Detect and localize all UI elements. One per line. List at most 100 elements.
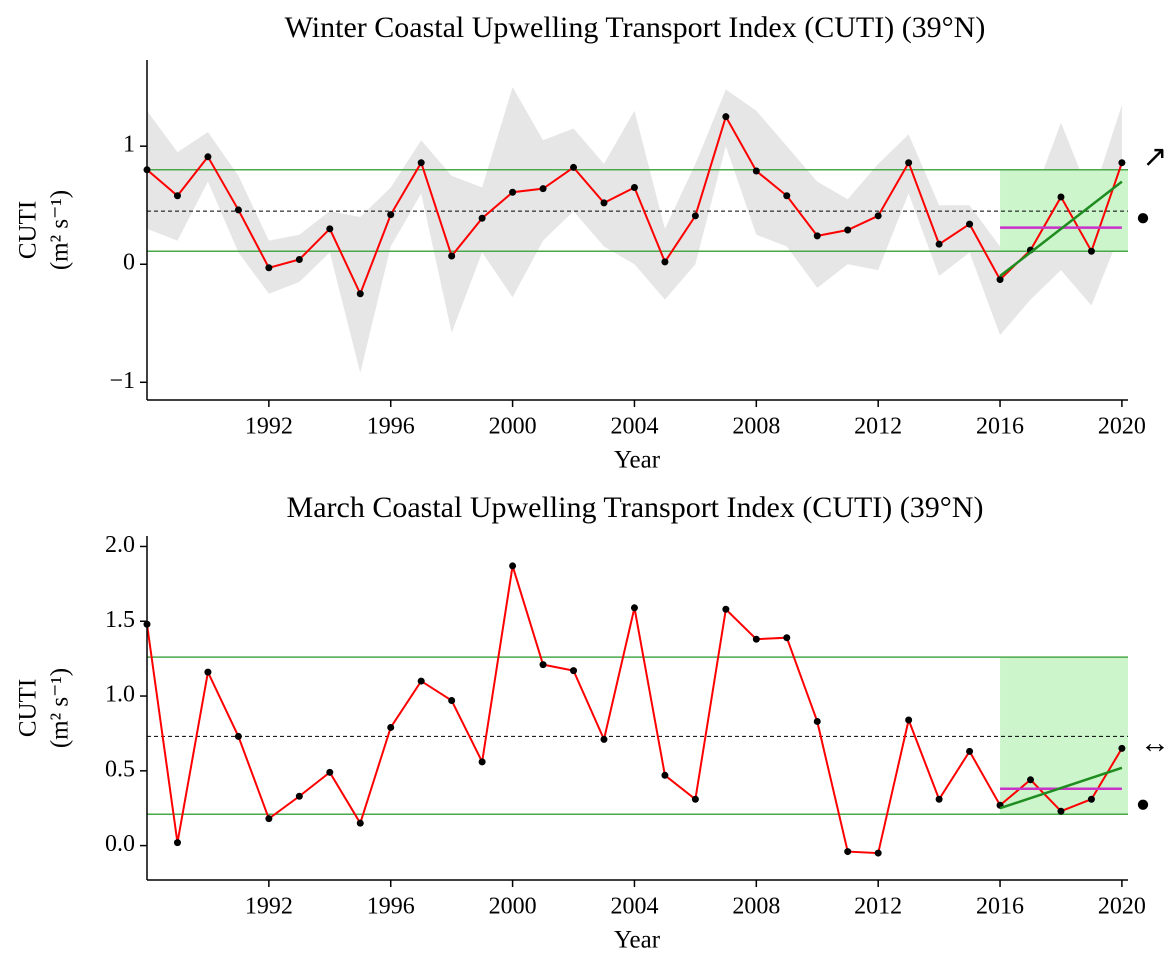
- trend-symbol: ↔: [1140, 727, 1170, 760]
- data-point: [600, 735, 608, 743]
- data-point: [326, 768, 334, 776]
- data-point: [265, 264, 273, 272]
- data-point: [661, 258, 669, 266]
- x-tick-label: 2000: [489, 894, 537, 920]
- y-tick-label: 1.5: [105, 607, 135, 633]
- trend-line: [999, 766, 1123, 810]
- data-point: [204, 668, 212, 676]
- data-point: [417, 677, 425, 685]
- data-point: [509, 188, 517, 196]
- data-point: [752, 167, 760, 175]
- data-point: [691, 212, 699, 220]
- data-point: [234, 206, 242, 214]
- data-point: [661, 771, 669, 779]
- data-point: [966, 747, 974, 755]
- x-axis-label: Year: [614, 447, 661, 474]
- data-point: [630, 604, 638, 612]
- data-point: [783, 634, 791, 642]
- y-axis-label: CUTI: [15, 201, 42, 259]
- x-tick-label: 2016: [976, 414, 1024, 440]
- data-point: [204, 153, 212, 161]
- recent-window: [1000, 169, 1128, 252]
- data-point: [448, 697, 456, 705]
- data-point: [478, 214, 486, 222]
- data-point: [935, 795, 943, 803]
- data-point: [996, 276, 1004, 284]
- data-point: [265, 815, 273, 823]
- data-point: [752, 635, 760, 643]
- data-point: [326, 225, 334, 233]
- y-tick-label: 0: [123, 250, 135, 276]
- uncertainty-band: [147, 87, 1122, 373]
- x-tick-label: 2000: [489, 414, 537, 440]
- data-point: [356, 819, 364, 827]
- data-point: [234, 732, 242, 740]
- chart-title: March Coastal Upwelling Transport Index …: [287, 491, 984, 524]
- data-point: [783, 192, 791, 200]
- data-point: [570, 163, 578, 171]
- data-point: [387, 211, 395, 219]
- x-tick-label: 1996: [367, 414, 415, 440]
- x-tick-label: 1996: [367, 894, 415, 920]
- y-tick-label: 2.0: [105, 532, 135, 558]
- data-point: [844, 226, 852, 234]
- x-tick-label: 2008: [732, 414, 780, 440]
- data-point: [722, 605, 730, 613]
- data-point: [813, 717, 821, 725]
- x-tick-label: 2004: [610, 894, 658, 920]
- data-point: [173, 839, 181, 847]
- data-point: [356, 290, 364, 298]
- data-point: [1087, 795, 1095, 803]
- data-point: [295, 792, 303, 800]
- data-point: [722, 113, 730, 121]
- data-point: [935, 240, 943, 248]
- data-point: [539, 185, 547, 193]
- trend-line: [999, 180, 1123, 278]
- x-tick-label: 2008: [732, 894, 780, 920]
- x-tick-label: 1992: [245, 414, 293, 440]
- y-tick-label: 1: [123, 132, 135, 158]
- data-point: [813, 232, 821, 240]
- chart-title: Winter Coastal Upwelling Transport Index…: [285, 11, 986, 44]
- data-point: [387, 723, 395, 731]
- data-point: [874, 212, 882, 220]
- data-point: [1057, 807, 1065, 815]
- x-tick-label: 2020: [1098, 894, 1146, 920]
- x-tick-label: 2016: [976, 894, 1024, 920]
- data-point: [173, 192, 181, 200]
- mean-symbol: ●: [1136, 791, 1151, 817]
- data-point: [966, 220, 974, 228]
- data-point: [1027, 776, 1035, 784]
- y-tick-label: 0.5: [105, 756, 135, 782]
- x-tick-label: 2004: [610, 414, 658, 440]
- y-tick-label: 0.0: [105, 831, 135, 857]
- x-tick-label: 2012: [854, 414, 902, 440]
- data-point: [905, 159, 913, 167]
- y-tick-label: −1: [109, 368, 135, 394]
- recent-window: [1000, 657, 1128, 815]
- data-point: [1057, 193, 1065, 201]
- data-point: [630, 184, 638, 191]
- data-point: [1087, 247, 1095, 255]
- y-axis-label: (m² s⁻¹): [47, 668, 74, 748]
- data-point: [539, 661, 547, 669]
- data-point: [1118, 159, 1126, 167]
- y-axis-label: CUTI: [15, 679, 42, 737]
- data-point: [509, 562, 517, 570]
- data-point: [570, 667, 578, 675]
- data-point: [295, 256, 303, 264]
- data-point: [478, 758, 486, 766]
- mean-symbol: ●: [1136, 205, 1151, 231]
- x-axis-label: Year: [614, 927, 661, 954]
- y-axis-label: (m² s⁻¹): [47, 190, 74, 270]
- trend-symbol: ↗: [1142, 140, 1167, 173]
- data-point: [1118, 744, 1126, 752]
- data-point: [417, 159, 425, 167]
- data-point: [600, 199, 608, 207]
- y-tick-label: 1.0: [105, 682, 135, 708]
- x-tick-label: 2020: [1098, 414, 1146, 440]
- x-tick-label: 2012: [854, 894, 902, 920]
- data-point: [448, 252, 456, 260]
- data-point: [844, 848, 852, 856]
